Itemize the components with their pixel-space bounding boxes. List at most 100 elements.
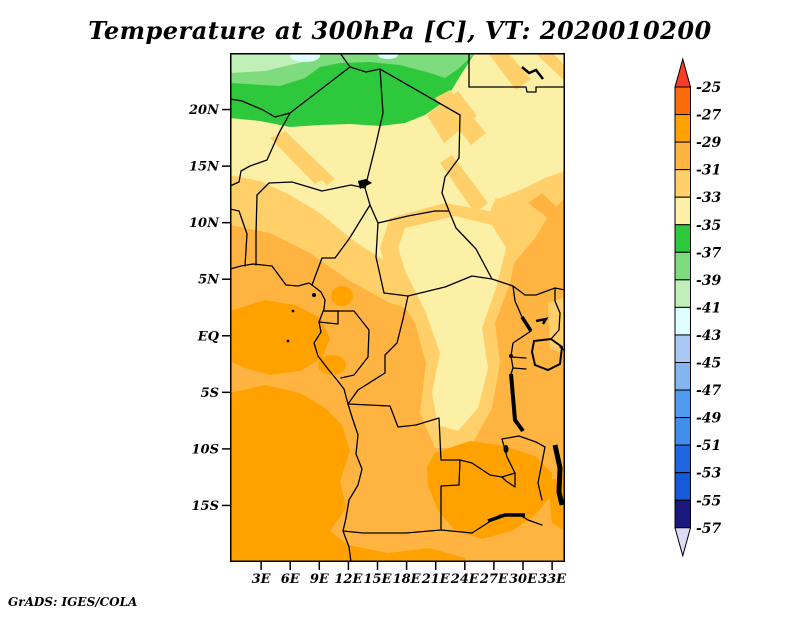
field-region <box>290 53 320 62</box>
colorbar-tick-label: -43 <box>696 328 722 344</box>
colorbar-segment <box>674 169 691 198</box>
field-region <box>318 355 346 375</box>
colorbar-tick-label: -25 <box>696 80 721 96</box>
colorbar-tick-label: -37 <box>696 245 722 261</box>
field-streak <box>440 155 488 213</box>
border-line <box>440 484 543 534</box>
lat-tick-label: EQ <box>197 329 220 344</box>
bioko-island <box>312 293 316 297</box>
border-line <box>375 222 385 294</box>
colorbar-segment <box>674 114 691 143</box>
grads-credit: GrADS: IGES/COLA <box>8 595 138 609</box>
colorbar-tick-label: -45 <box>696 356 721 372</box>
colorbar-segment <box>674 251 691 281</box>
colorbar-segment <box>674 499 691 529</box>
field-streak <box>488 53 531 90</box>
lon-tick-label: 6E <box>281 572 301 587</box>
border-line <box>255 194 258 266</box>
field-region <box>398 216 506 431</box>
chart-title: Temperature at 300hPa [C], VT: 202001020… <box>88 16 712 45</box>
colorbar-segment <box>674 389 691 419</box>
lake-malawi <box>552 444 565 506</box>
temperature-field <box>230 53 565 562</box>
lake-nasser <box>521 66 544 80</box>
map-frame <box>230 53 565 562</box>
border-line <box>311 187 371 286</box>
colorbar-tick-label: -27 <box>696 108 722 124</box>
country-borders <box>230 53 565 562</box>
border-line <box>364 68 384 189</box>
lat-tick-label: 5N <box>198 273 220 288</box>
lat-tick-label: 15S <box>192 499 219 514</box>
field-streak <box>308 180 371 243</box>
colorbar-segment <box>674 417 691 446</box>
lakes <box>286 66 565 523</box>
lake-chad <box>358 179 372 189</box>
lake-kariba <box>487 513 525 523</box>
lon-tick-label: 33E <box>538 572 567 587</box>
border-line <box>347 403 461 486</box>
lake-albert <box>520 316 533 332</box>
lon-tick-label: 9E <box>310 572 330 587</box>
lat-tick-label: 10S <box>192 442 219 457</box>
colorbar-tick-label: -51 <box>696 438 721 454</box>
lake-kyoga <box>535 317 549 325</box>
border-line <box>518 435 546 501</box>
border-line <box>524 287 565 296</box>
lon-tick-label: 30E <box>509 572 538 587</box>
sao-tome-island <box>286 339 290 343</box>
border-line <box>441 114 493 280</box>
border-line <box>323 310 370 379</box>
border-line <box>468 86 565 93</box>
lake-kivu <box>509 354 513 358</box>
lake-victoria <box>530 337 564 372</box>
colorbar-segment <box>674 86 691 116</box>
coastline <box>230 263 363 562</box>
field-streak <box>270 131 335 190</box>
colorbar-tick-label: -47 <box>696 383 722 399</box>
border-line <box>256 181 366 196</box>
colorbar: -25 -27 -29 -31 -33 -35 -37 -39 -41 -43 -45 -47 -49 -… <box>674 57 722 558</box>
lat-tick-label: 10N <box>189 216 220 231</box>
lat-tick-label: 5S <box>201 386 219 401</box>
lake-tanganyika <box>509 373 525 433</box>
colorbar-segment <box>674 306 691 336</box>
field-streak <box>535 53 565 81</box>
field-region <box>230 385 465 562</box>
colorbar-segment <box>674 472 691 501</box>
field-streak <box>528 193 565 231</box>
colorbar-above-arrow <box>674 57 692 88</box>
colorbar-segment <box>674 141 691 171</box>
colorbar-segment <box>674 444 691 474</box>
colorbar-tick-label: -49 <box>696 411 722 427</box>
border-line <box>369 204 450 224</box>
colorbar-tick-label: -33 <box>696 190 722 206</box>
lon-tick-label: 24E <box>450 572 480 587</box>
border-line <box>347 295 409 405</box>
colorbar-segment <box>674 362 691 391</box>
colorbar-segment <box>674 279 691 308</box>
colorbar-tick-label: -41 <box>696 300 721 316</box>
lon-tick-label: 3E <box>252 572 272 587</box>
border-line <box>459 459 516 488</box>
field-region <box>230 300 330 375</box>
colorbar-tick-label: -35 <box>696 218 721 234</box>
colorbar-segment <box>674 334 691 364</box>
lon-tick-label: 12E <box>334 572 363 587</box>
colorbar-below-arrow <box>674 527 692 558</box>
lon-tick-label: 18E <box>393 572 422 587</box>
colorbar-tick-label: -57 <box>696 521 722 537</box>
map-plot <box>230 53 565 562</box>
lon-tick-label: 27E <box>479 572 509 587</box>
lat-tick-label: 20N <box>188 103 220 118</box>
lat-tick-label: 15N <box>189 160 220 175</box>
field-streak <box>427 91 477 143</box>
border-line <box>230 208 248 267</box>
colorbar-tick-label: -39 <box>696 273 722 289</box>
colorbar-tick-label: -55 <box>696 493 721 509</box>
lake-mweru <box>503 445 509 453</box>
principe-island <box>291 309 295 313</box>
border-line <box>550 287 561 340</box>
